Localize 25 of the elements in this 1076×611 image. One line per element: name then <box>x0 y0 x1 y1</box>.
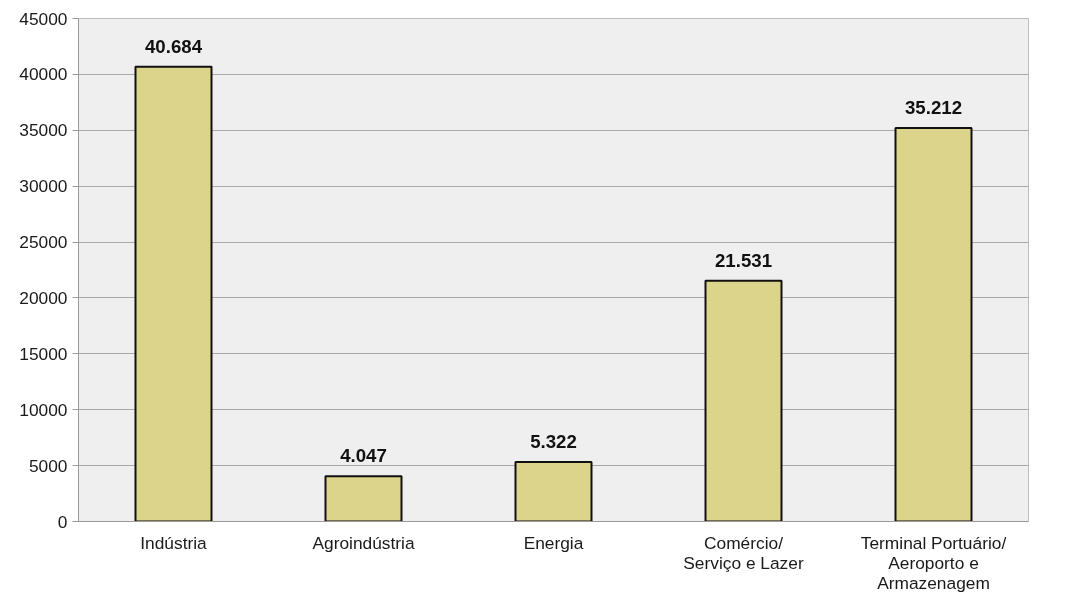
bar <box>704 279 783 522</box>
bar <box>894 126 973 522</box>
y-tick-label: 30000 <box>19 176 68 197</box>
data-label: 4.047 <box>340 445 387 467</box>
data-label: 21.531 <box>714 249 773 271</box>
y-tick-label: 45000 <box>19 8 68 29</box>
y-tick-label: 5000 <box>28 455 68 476</box>
y-tick-label: 25000 <box>19 232 68 253</box>
x-tick-label: Indústria <box>140 532 208 553</box>
y-tick-label: 40000 <box>19 64 68 85</box>
x-tick-label: Terminal Portuário/ Aeroporto e Armazenagem <box>860 532 1007 593</box>
bar <box>134 65 213 522</box>
y-tick-label: 20000 <box>19 287 68 308</box>
y-tick-label: 35000 <box>19 120 68 141</box>
bar <box>324 475 403 522</box>
data-label: 35.212 <box>904 96 963 118</box>
bar <box>514 461 593 522</box>
y-tick-label: 15000 <box>19 343 68 364</box>
y-tick-label: 10000 <box>19 399 68 420</box>
x-tick-label: Comércio/ Serviço e Lazer <box>683 532 804 573</box>
data-label: 5.322 <box>530 431 577 453</box>
x-tick-label: Agroindústria <box>312 532 415 553</box>
data-label: 40.684 <box>144 35 203 57</box>
x-tick-label: Energia <box>523 532 584 553</box>
y-tick-label: 0 <box>57 511 68 532</box>
